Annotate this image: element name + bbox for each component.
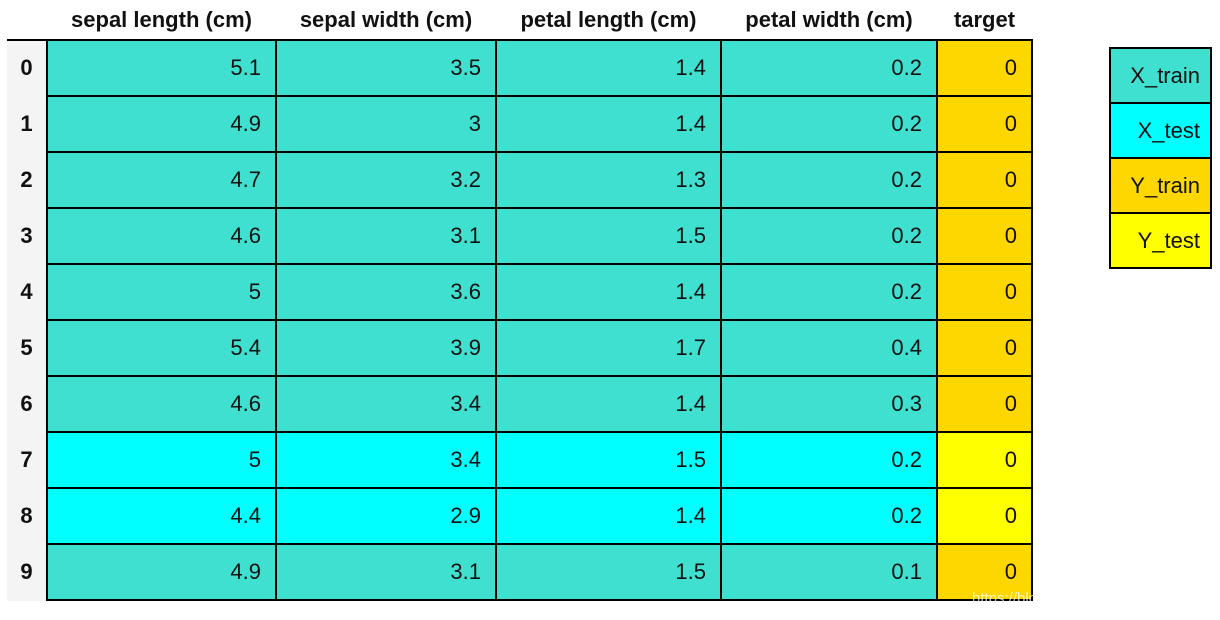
- target-cell: 0: [936, 431, 1033, 489]
- feature-cell: 0.4: [720, 319, 938, 377]
- color-legend: X_train X_test Y_train Y_test: [1109, 47, 1212, 269]
- legend-item-x-test: X_test: [1109, 102, 1212, 159]
- target-cell: 0: [936, 543, 1033, 601]
- feature-cell: 0.2: [720, 207, 938, 265]
- feature-cell: 0.2: [720, 431, 938, 489]
- table-row: 2 4.7 3.2 1.3 0.2 0: [7, 151, 1033, 209]
- feature-cell: 4.6: [46, 375, 277, 433]
- table-row: 3 4.6 3.1 1.5 0.2 0: [7, 207, 1033, 265]
- table-body: 0 5.1 3.5 1.4 0.2 0 1 4.9 3 1.4 0.2 0 2 4.7 3.2 1.3 0.2 0…: [7, 39, 1033, 601]
- row-index: 7: [7, 432, 47, 489]
- feature-cell: 3.4: [275, 375, 497, 433]
- table-row: 5 5.4 3.9 1.7 0.4 0: [7, 319, 1033, 377]
- column-header-target: target: [937, 0, 1032, 41]
- table-row: 8 4.4 2.9 1.4 0.2 0: [7, 487, 1033, 545]
- row-index: 9: [7, 544, 47, 601]
- legend-row: X_train: [1109, 47, 1212, 104]
- target-cell: 0: [936, 487, 1033, 545]
- feature-cell: 1.4: [495, 263, 722, 321]
- row-index: 4: [7, 264, 47, 321]
- feature-cell: 1.7: [495, 319, 722, 377]
- column-header-sepal-width: sepal width (cm): [276, 0, 496, 41]
- feature-cell: 3.1: [275, 207, 497, 265]
- target-cell: 0: [936, 263, 1033, 321]
- target-cell: 0: [936, 207, 1033, 265]
- feature-cell: 0.3: [720, 375, 938, 433]
- feature-cell: 1.3: [495, 151, 722, 209]
- feature-cell: 3.1: [275, 543, 497, 601]
- row-index: 6: [7, 376, 47, 433]
- feature-cell: 1.5: [495, 543, 722, 601]
- feature-cell: 0.2: [720, 487, 938, 545]
- legend-item-y-train: Y_train: [1109, 157, 1212, 214]
- feature-cell: 3.9: [275, 319, 497, 377]
- legend-item-y-test: Y_test: [1109, 212, 1212, 269]
- row-index: 8: [7, 488, 47, 545]
- table-row: 7 5 3.4 1.5 0.2 0: [7, 431, 1033, 489]
- table-row: 6 4.6 3.4 1.4 0.3 0: [7, 375, 1033, 433]
- feature-cell: 3.4: [275, 431, 497, 489]
- column-header-petal-length: petal length (cm): [496, 0, 721, 41]
- row-index: 1: [7, 96, 47, 153]
- feature-cell: 1.5: [495, 207, 722, 265]
- header-row: sepal length (cm) sepal width (cm) petal…: [7, 0, 1032, 41]
- watermark-text: https://blo: [972, 590, 1038, 607]
- feature-cell: 4.9: [46, 543, 277, 601]
- target-cell: 0: [936, 375, 1033, 433]
- index-header: [7, 0, 47, 41]
- column-header-sepal-length: sepal length (cm): [47, 0, 276, 41]
- table-row: 4 5 3.6 1.4 0.2 0: [7, 263, 1033, 321]
- target-cell: 0: [936, 39, 1033, 97]
- legend-row: Y_test: [1109, 212, 1212, 269]
- feature-cell: 0.2: [720, 151, 938, 209]
- table-row: 0 5.1 3.5 1.4 0.2 0: [7, 39, 1033, 97]
- feature-cell: 3.6: [275, 263, 497, 321]
- legend-item-x-train: X_train: [1109, 47, 1212, 104]
- feature-cell: 0.2: [720, 95, 938, 153]
- feature-cell: 1.4: [495, 487, 722, 545]
- row-index: 3: [7, 208, 47, 265]
- feature-cell: 5.4: [46, 319, 277, 377]
- feature-cell: 1.5: [495, 431, 722, 489]
- feature-cell: 0.1: [720, 543, 938, 601]
- feature-cell: 5.1: [46, 39, 277, 97]
- target-cell: 0: [936, 95, 1033, 153]
- row-index: 5: [7, 320, 47, 377]
- column-header-petal-width: petal width (cm): [721, 0, 937, 41]
- target-cell: 0: [936, 151, 1033, 209]
- feature-cell: 3.5: [275, 39, 497, 97]
- legend-row: X_test: [1109, 102, 1212, 159]
- table-row: 9 4.9 3.1 1.5 0.1 0: [7, 543, 1033, 601]
- legend-row: Y_train: [1109, 157, 1212, 214]
- row-index: 0: [7, 40, 47, 97]
- feature-cell: 4.7: [46, 151, 277, 209]
- feature-cell: 2.9: [275, 487, 497, 545]
- feature-cell: 4.6: [46, 207, 277, 265]
- table-row: 1 4.9 3 1.4 0.2 0: [7, 95, 1033, 153]
- row-index: 2: [7, 152, 47, 209]
- target-cell: 0: [936, 319, 1033, 377]
- feature-cell: 3: [275, 95, 497, 153]
- feature-cell: 0.2: [720, 263, 938, 321]
- feature-cell: 1.4: [495, 95, 722, 153]
- feature-cell: 3.2: [275, 151, 497, 209]
- feature-cell: 5: [46, 431, 277, 489]
- dataframe-table: sepal length (cm) sepal width (cm) petal…: [7, 0, 1033, 601]
- feature-cell: 1.4: [495, 39, 722, 97]
- feature-cell: 5: [46, 263, 277, 321]
- feature-cell: 4.4: [46, 487, 277, 545]
- feature-cell: 1.4: [495, 375, 722, 433]
- feature-cell: 4.9: [46, 95, 277, 153]
- feature-cell: 0.2: [720, 39, 938, 97]
